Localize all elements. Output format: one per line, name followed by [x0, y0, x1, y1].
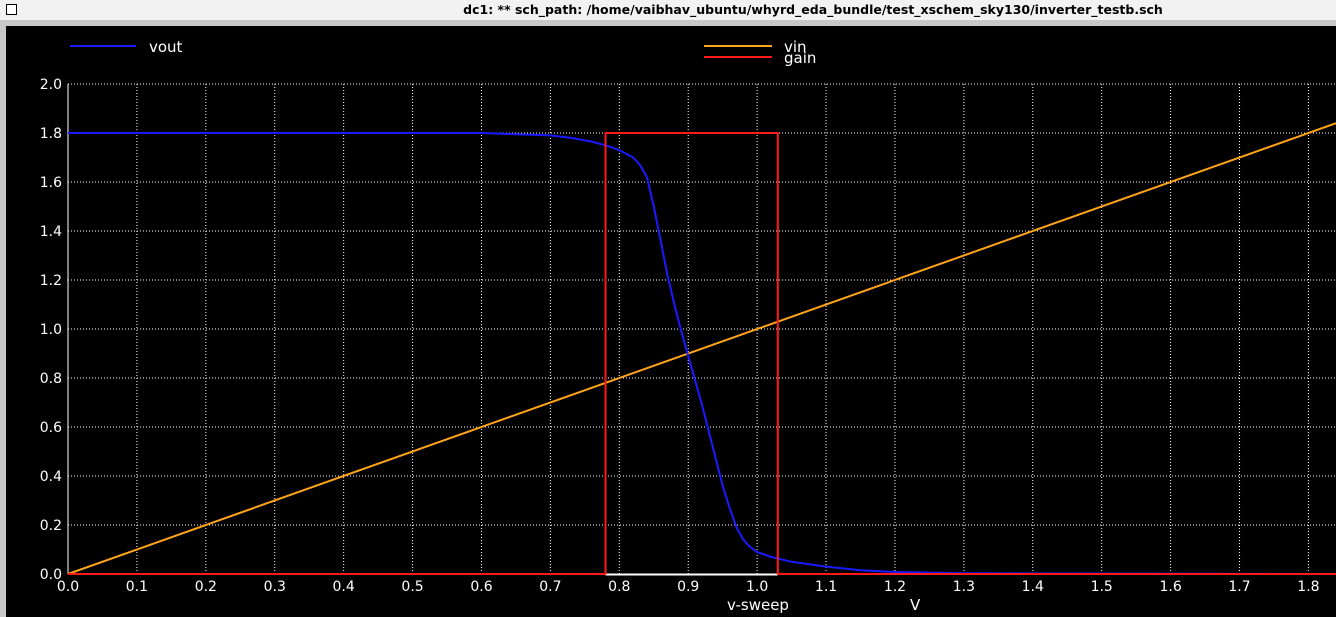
x-tick-label: 0.6 — [470, 579, 492, 595]
x-tick-label: 1.1 — [815, 579, 837, 595]
legend-label-vout: vout — [149, 38, 183, 56]
legend-label-vin: vin — [784, 38, 807, 56]
plot-background — [6, 26, 1336, 617]
y-tick-label: 1.2 — [40, 273, 62, 289]
x-tick-label: 1.7 — [1228, 579, 1250, 595]
x-tick-label: 1.5 — [1091, 579, 1113, 595]
waveform-chart[interactable]: 0.0 0.2 0.4 0.6 0.8 1.0 1.2 1.4 1.6 1.8 2.0 0.0 0.1… — [6, 26, 1336, 617]
x-tick-label: 0.1 — [126, 579, 148, 595]
title-bar: dc1: ** sch_path: /home/vaibhav_ubuntu/w… — [0, 0, 1336, 20]
y-tick-label: 0.6 — [40, 420, 62, 436]
x-tick-label: 0.8 — [608, 579, 630, 595]
x-tick-label: 0.5 — [401, 579, 423, 595]
legend-label-gain: gain — [784, 49, 816, 67]
y-tick-label: 0.2 — [40, 518, 62, 534]
y-tick-label: 1.0 — [40, 322, 62, 338]
x-tick-label: 0.3 — [264, 579, 286, 595]
x-tick-label: 1.0 — [746, 579, 768, 595]
window-close-button[interactable] — [6, 4, 17, 15]
series-line-gain — [68, 132, 1336, 575]
legend: vout vin gain — [70, 38, 816, 67]
x-tick-label: 1.2 — [884, 579, 906, 595]
x-axis-label: v-sweep — [727, 596, 789, 614]
y-tick-label: 1.6 — [40, 175, 62, 191]
y-tick-label: 0.4 — [40, 469, 62, 485]
y-tick-label: 2.0 — [40, 77, 62, 93]
y-tick-label: 0.0 — [40, 567, 62, 583]
x-tick-label: 0.7 — [539, 579, 561, 595]
y-tick-label: 1.4 — [40, 224, 62, 240]
x-tick-label: 0.0 — [57, 579, 79, 595]
x-tick-label: 1.3 — [953, 579, 975, 595]
x-tick-label: 0.9 — [677, 579, 699, 595]
series — [67, 122, 1336, 576]
x-tick-label: 1.4 — [1022, 579, 1044, 595]
x-tick-label: 0.2 — [195, 579, 217, 595]
x-axis-ticks: 0.0 0.1 0.2 0.3 0.4 0.5 0.6 0.7 0.8 0.9 1.0 1.1 1.2 1… — [57, 579, 1320, 595]
x-tick-label: 0.4 — [333, 579, 355, 595]
x-tick-label: 1.8 — [1297, 579, 1319, 595]
y-tick-label: 0.8 — [40, 371, 62, 387]
y-tick-label: 1.8 — [40, 126, 62, 142]
series-line-vin — [67, 122, 1336, 575]
grid — [67, 83, 1336, 574]
x-tick-label: 1.6 — [1159, 579, 1181, 595]
y-axis-ticks: 0.0 0.2 0.4 0.6 0.8 1.0 1.2 1.4 1.6 1.8 2.0 — [40, 77, 62, 583]
window-title: dc1: ** sch_path: /home/vaibhav_ubuntu/w… — [463, 2, 1163, 17]
x-axis-unit: V — [910, 596, 921, 614]
